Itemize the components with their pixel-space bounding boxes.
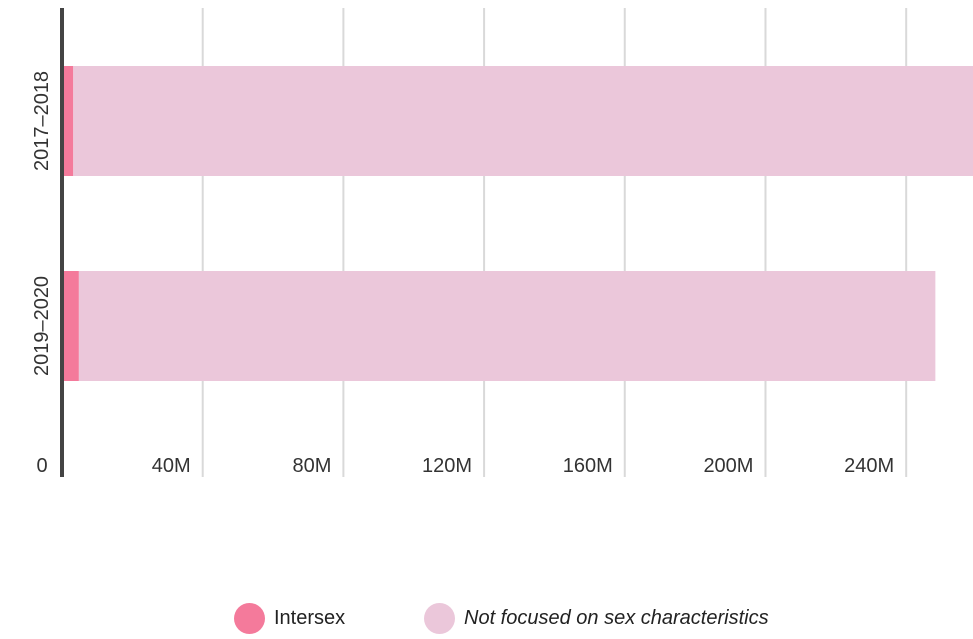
legend-item-intersex[interactable]: Intersex (234, 603, 345, 634)
bar-not-focused-0[interactable] (73, 66, 973, 176)
x-tick-label-80M: 80M (292, 455, 331, 477)
x-tick-label-240M: 240M (844, 455, 894, 477)
x-tick-label-0: 0 (36, 455, 47, 477)
legend-swatch-intersex (234, 603, 265, 634)
legend-label-intersex: Intersex (274, 607, 346, 629)
legend-item-not-focused[interactable]: Not focused on sex characteristics (424, 603, 769, 634)
category-labels: 2017–2018 2019–2020 (31, 71, 53, 376)
bar-not-focused-1[interactable] (78, 271, 936, 381)
x-tick-label-160M: 160M (563, 455, 613, 477)
bar-intersex-0[interactable] (62, 66, 74, 176)
bars (62, 66, 973, 381)
category-label-1: 2019–2020 (31, 276, 53, 376)
category-label-0: 2017–2018 (31, 71, 53, 171)
legend-label-not-focused: Not focused on sex characteristics (464, 607, 769, 629)
x-axis-ticks: 0 40M 80M 120M 160M 200M 240M (36, 455, 894, 477)
x-tick-label-40M: 40M (152, 455, 191, 477)
bar-intersex-1[interactable] (62, 271, 79, 381)
x-tick-label-120M: 120M (422, 455, 472, 477)
x-tick-label-200M: 200M (703, 455, 753, 477)
legend: Intersex Not focused on sex characterist… (0, 603, 973, 639)
bar-chart: 0 40M 80M 120M 160M 200M 240M 2017–2018 2019–20… (31, 8, 973, 477)
legend-swatch-not-focused (424, 603, 455, 634)
